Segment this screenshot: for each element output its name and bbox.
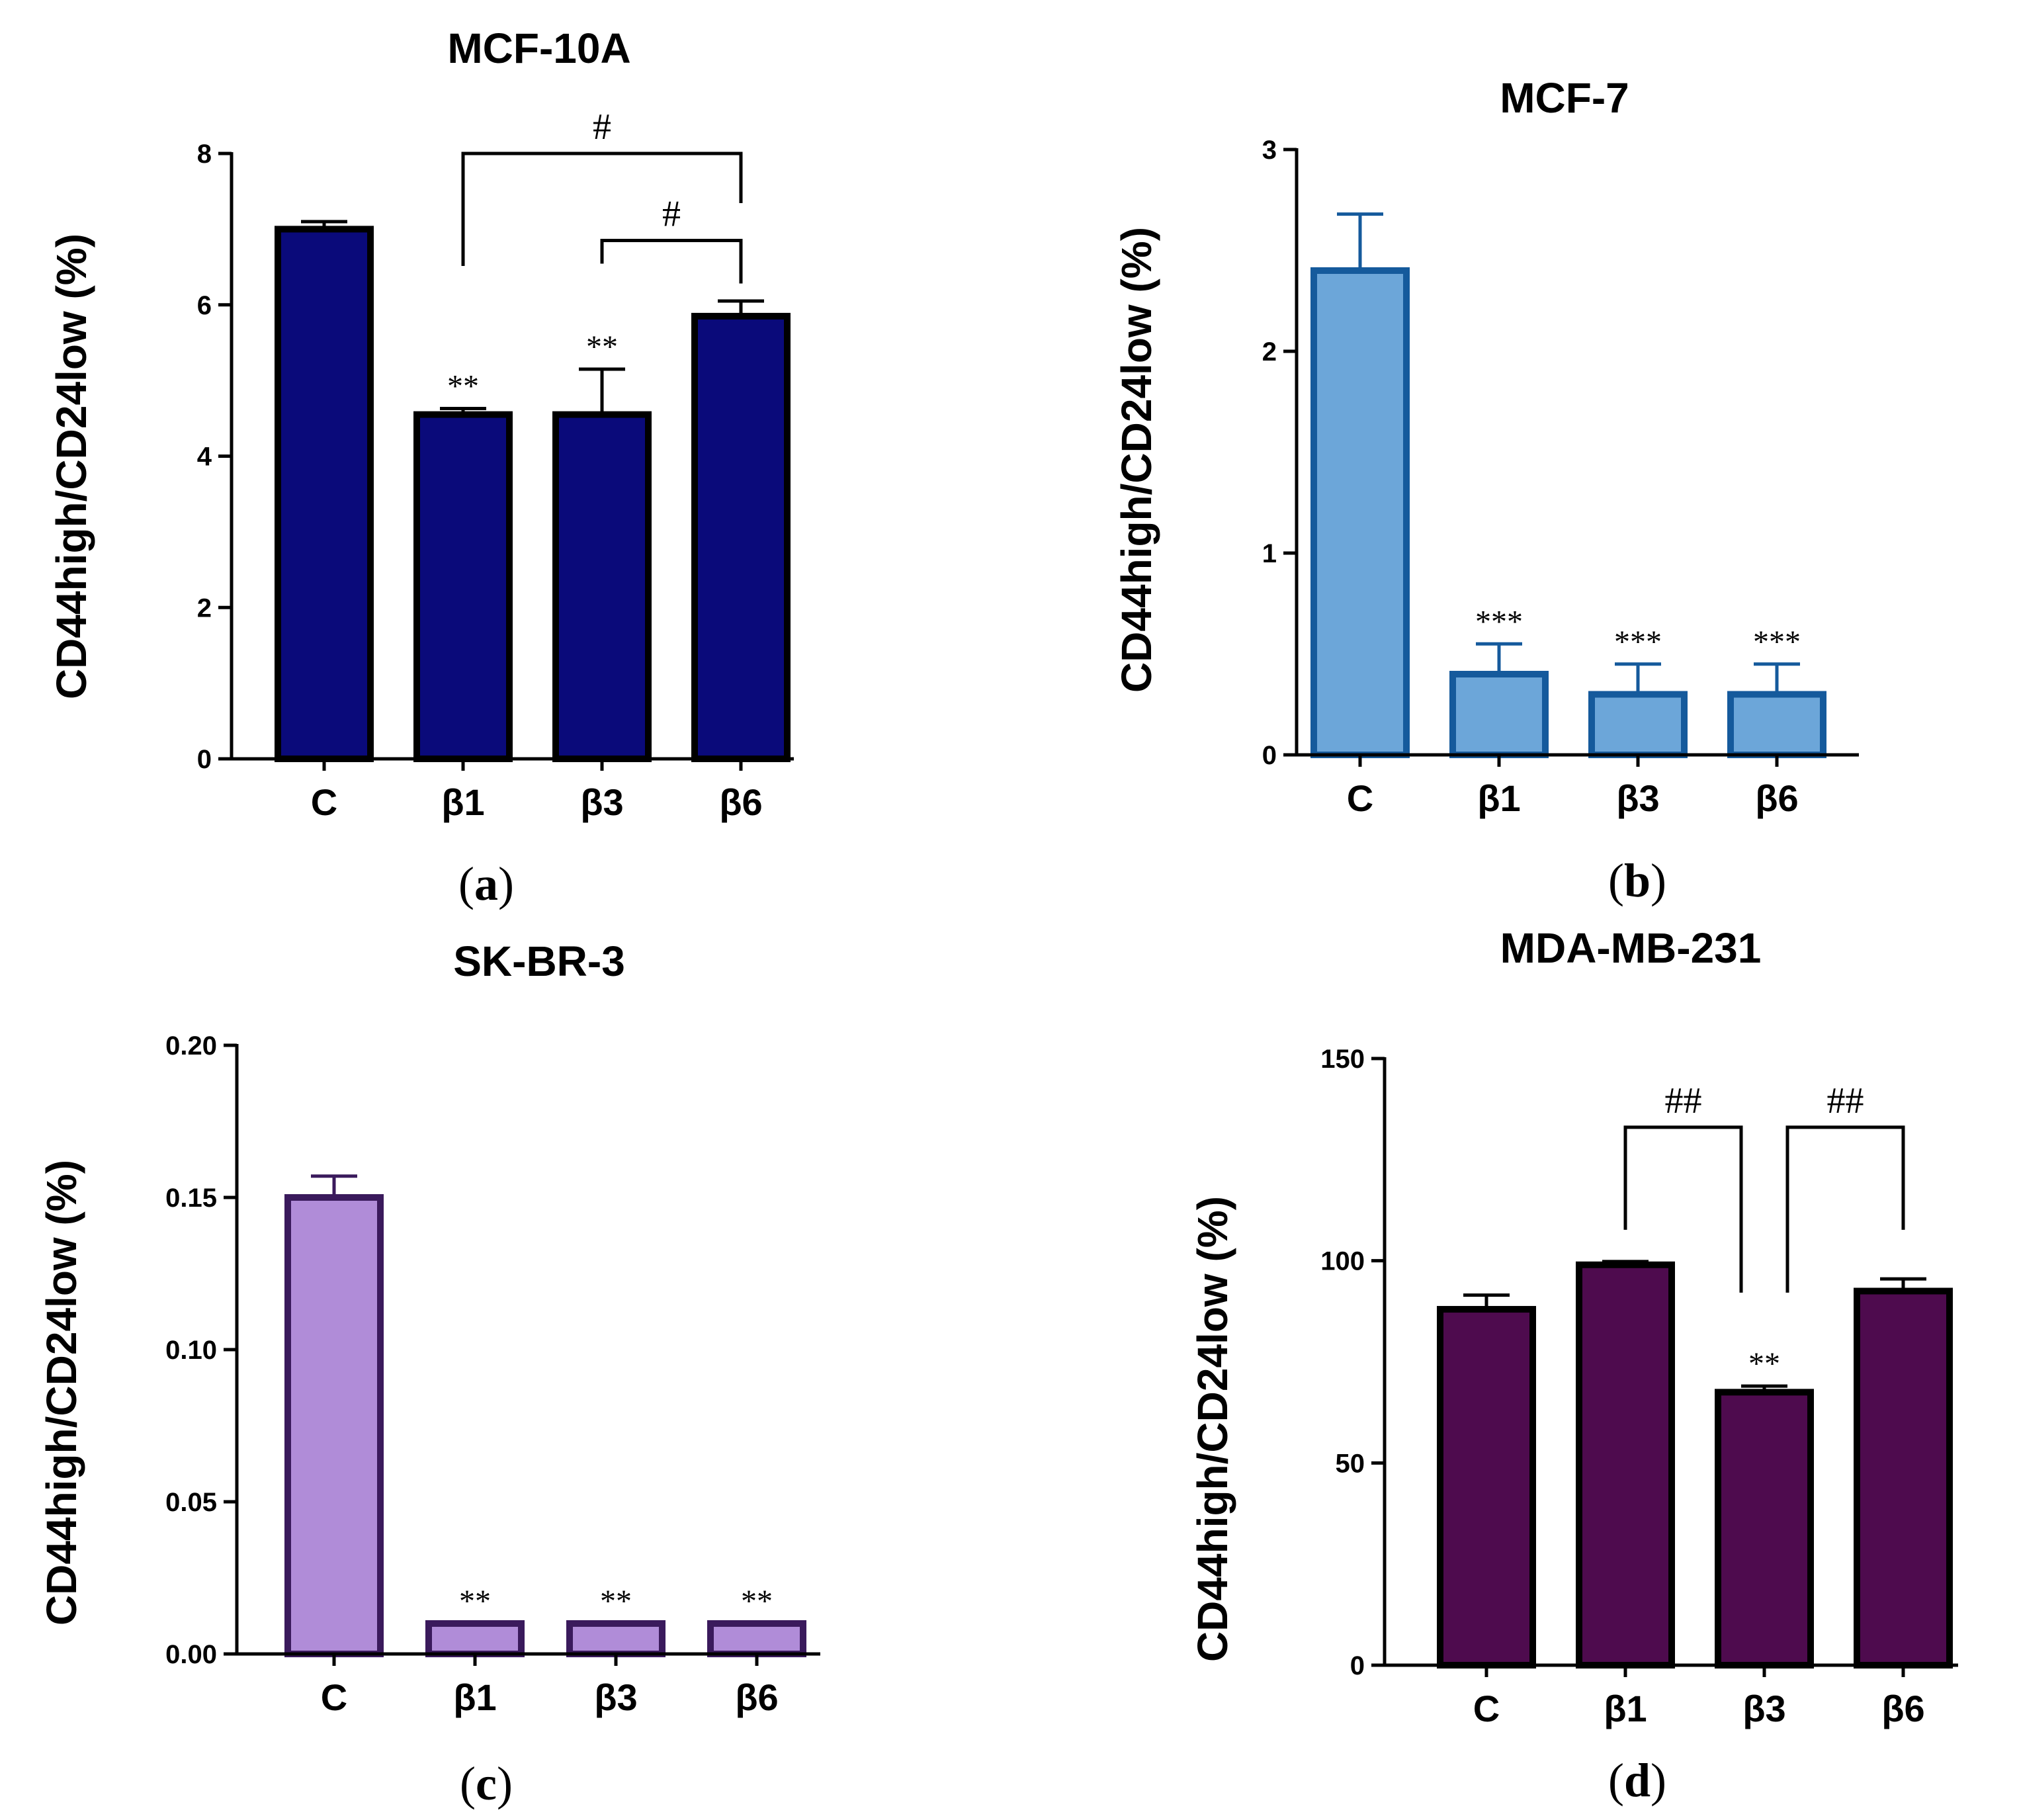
plot-area-b: C *** β1 *** β3 *** β6 0 1 2 3 — [1262, 136, 1859, 819]
chart-title-a: MCF-10A — [447, 24, 630, 72]
bar-1-0 — [1310, 267, 1410, 758]
bar-2-1 — [425, 1620, 525, 1657]
y-tick-label-0-4: 8 — [197, 140, 212, 169]
bar-3-2 — [1715, 1389, 1814, 1669]
bar-0-0 — [275, 226, 374, 762]
y-tick-label-0-1: 2 — [197, 593, 212, 623]
y-tick-label-2-4: 0.20 — [165, 1031, 217, 1061]
comparison-bracket-0-1 — [600, 239, 743, 284]
plot-area-a: C ** β1 ** β3 β6 0 2 4 6 8 # # — [197, 107, 794, 823]
y-tick-label-2-0: 0.00 — [165, 1640, 217, 1669]
y-tick-label-3-0: 0 — [1350, 1651, 1365, 1680]
category-label-3-0: C — [1473, 1688, 1500, 1729]
plot-area-c: C ** β1 ** β3 ** β6 0.00 0.05 0.10 0.15 0.20 — [165, 1031, 820, 1718]
y-tick-label-3-3: 150 — [1320, 1045, 1365, 1074]
bar-3-1 — [1576, 1261, 1675, 1668]
comparison-bracket-0-0 — [461, 152, 743, 266]
y-tick-label-1-2: 2 — [1262, 337, 1277, 367]
bar-2-2 — [566, 1620, 665, 1657]
bar-1-3 — [1727, 691, 1826, 758]
bar-3-3 — [1854, 1287, 1953, 1669]
comparison-bracket-3-1 — [1785, 1125, 1905, 1293]
y-tick-label-1-3: 3 — [1262, 136, 1277, 165]
significance-1-3: *** — [1753, 625, 1801, 660]
category-label-1-2: β3 — [1616, 777, 1659, 819]
y-tick-label-2-3: 0.15 — [165, 1184, 217, 1213]
y-tick-label-2-2: 0.10 — [165, 1336, 217, 1365]
category-label-0-2: β3 — [580, 781, 623, 823]
category-label-3-3: β6 — [1881, 1688, 1924, 1729]
y-axis-label-d: CD44high/CD24low (%) — [1189, 1196, 1236, 1662]
chart-title-b: MCF-7 — [1500, 74, 1629, 122]
significance-1-2: *** — [1614, 625, 1662, 660]
panel-b: MCF-7 CD44high/CD24low (%) C *** β1 *** β3 **… — [1113, 74, 1859, 907]
significance-3-2: ** — [1748, 1346, 1780, 1381]
category-label-2-3: β6 — [735, 1676, 778, 1718]
y-tick-label-0-3: 6 — [197, 291, 212, 320]
panel-label-d: (d) — [1608, 1754, 1666, 1807]
comparison-bracket-3-0 — [1623, 1125, 1743, 1293]
y-tick-label-1-1: 1 — [1262, 539, 1277, 568]
y-axis-label-b: CD44high/CD24low (%) — [1113, 227, 1160, 693]
panel-label-c: (c) — [460, 1757, 513, 1810]
bar-2-0 — [284, 1194, 384, 1657]
significance-2-1: ** — [459, 1584, 491, 1619]
panel-label-b: (b) — [1608, 854, 1666, 907]
significance-1-1: *** — [1475, 604, 1523, 639]
bar-1-1 — [1449, 671, 1549, 758]
category-label-1-3: β6 — [1755, 777, 1798, 819]
y-axis-label-a: CD44high/CD24low (%) — [48, 234, 95, 699]
bracket-label-3-0: ## — [1665, 1080, 1702, 1121]
bar-0-1 — [413, 411, 513, 762]
category-label-3-1: β1 — [1604, 1688, 1647, 1729]
panel-a: MCF-10A CD44high/CD24low (%) C ** β1 ** β3 β6… — [48, 24, 794, 910]
bracket-label-3-1: ## — [1827, 1080, 1864, 1121]
y-tick-label-1-0: 0 — [1262, 741, 1277, 770]
category-label-1-1: β1 — [1477, 777, 1520, 819]
bar-2-3 — [707, 1620, 806, 1657]
bar-1-2 — [1588, 691, 1688, 758]
significance-0-2: ** — [586, 329, 618, 365]
y-tick-label-3-1: 50 — [1336, 1449, 1365, 1478]
y-axis-label-c: CD44high/CD24low (%) — [38, 1160, 85, 1625]
bar-3-0 — [1437, 1306, 1536, 1668]
bracket-label-0-0: # — [593, 107, 611, 148]
chart-title-c: SK-BR-3 — [453, 937, 625, 985]
bar-0-2 — [552, 411, 652, 762]
category-label-2-1: β1 — [453, 1676, 496, 1718]
category-label-2-2: β3 — [594, 1676, 637, 1718]
category-label-3-2: β3 — [1742, 1688, 1785, 1729]
category-label-0-3: β6 — [719, 781, 762, 823]
significance-0-1: ** — [447, 368, 479, 404]
bar-0-3 — [691, 312, 791, 762]
panel-label-a: (a) — [458, 857, 514, 910]
significance-2-2: ** — [600, 1584, 632, 1619]
chart-title-d: MDA-MB-231 — [1500, 924, 1762, 972]
y-tick-label-3-2: 100 — [1320, 1247, 1365, 1276]
category-label-0-1: β1 — [441, 781, 484, 823]
panel-c: SK-BR-3 CD44high/CD24low (%) C ** β1 ** β3 **… — [38, 937, 820, 1810]
bracket-label-0-1: # — [662, 194, 681, 235]
y-tick-label-0-2: 4 — [197, 443, 212, 472]
y-tick-label-0-0: 0 — [197, 745, 212, 774]
significance-2-3: ** — [741, 1584, 773, 1619]
category-label-2-0: C — [321, 1676, 347, 1718]
y-tick-label-2-1: 0.05 — [165, 1488, 217, 1517]
category-label-0-0: C — [311, 781, 337, 823]
category-label-1-0: C — [1347, 777, 1373, 819]
